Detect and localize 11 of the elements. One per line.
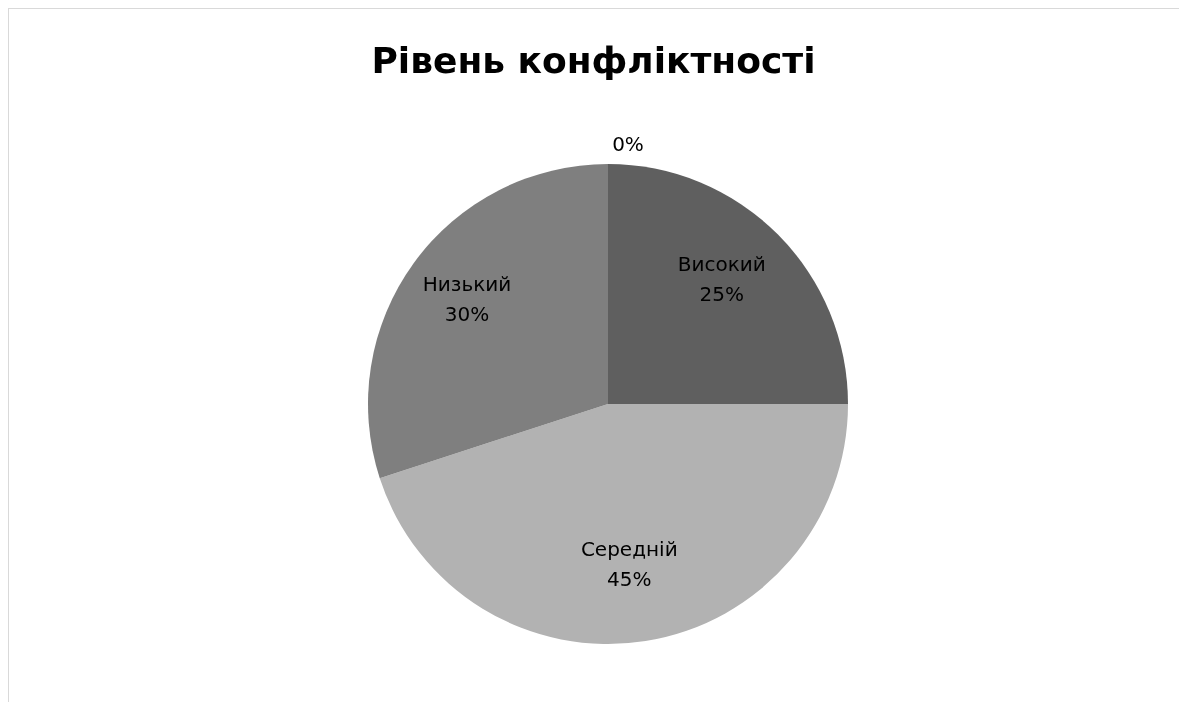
slice-label: Високий bbox=[677, 252, 766, 277]
text: 0% bbox=[612, 132, 644, 156]
pie-slice bbox=[368, 164, 608, 479]
data-label: 45% bbox=[607, 566, 652, 591]
pie-slice bbox=[608, 164, 848, 404]
data-label: 25% bbox=[699, 282, 745, 307]
chart-title: Рівень конфліктності bbox=[370, 40, 817, 81]
slice-label: Низький bbox=[422, 272, 512, 297]
pie-slice bbox=[379, 404, 848, 644]
data-label: 30% bbox=[444, 302, 490, 327]
slice-label: Середній bbox=[580, 536, 678, 561]
